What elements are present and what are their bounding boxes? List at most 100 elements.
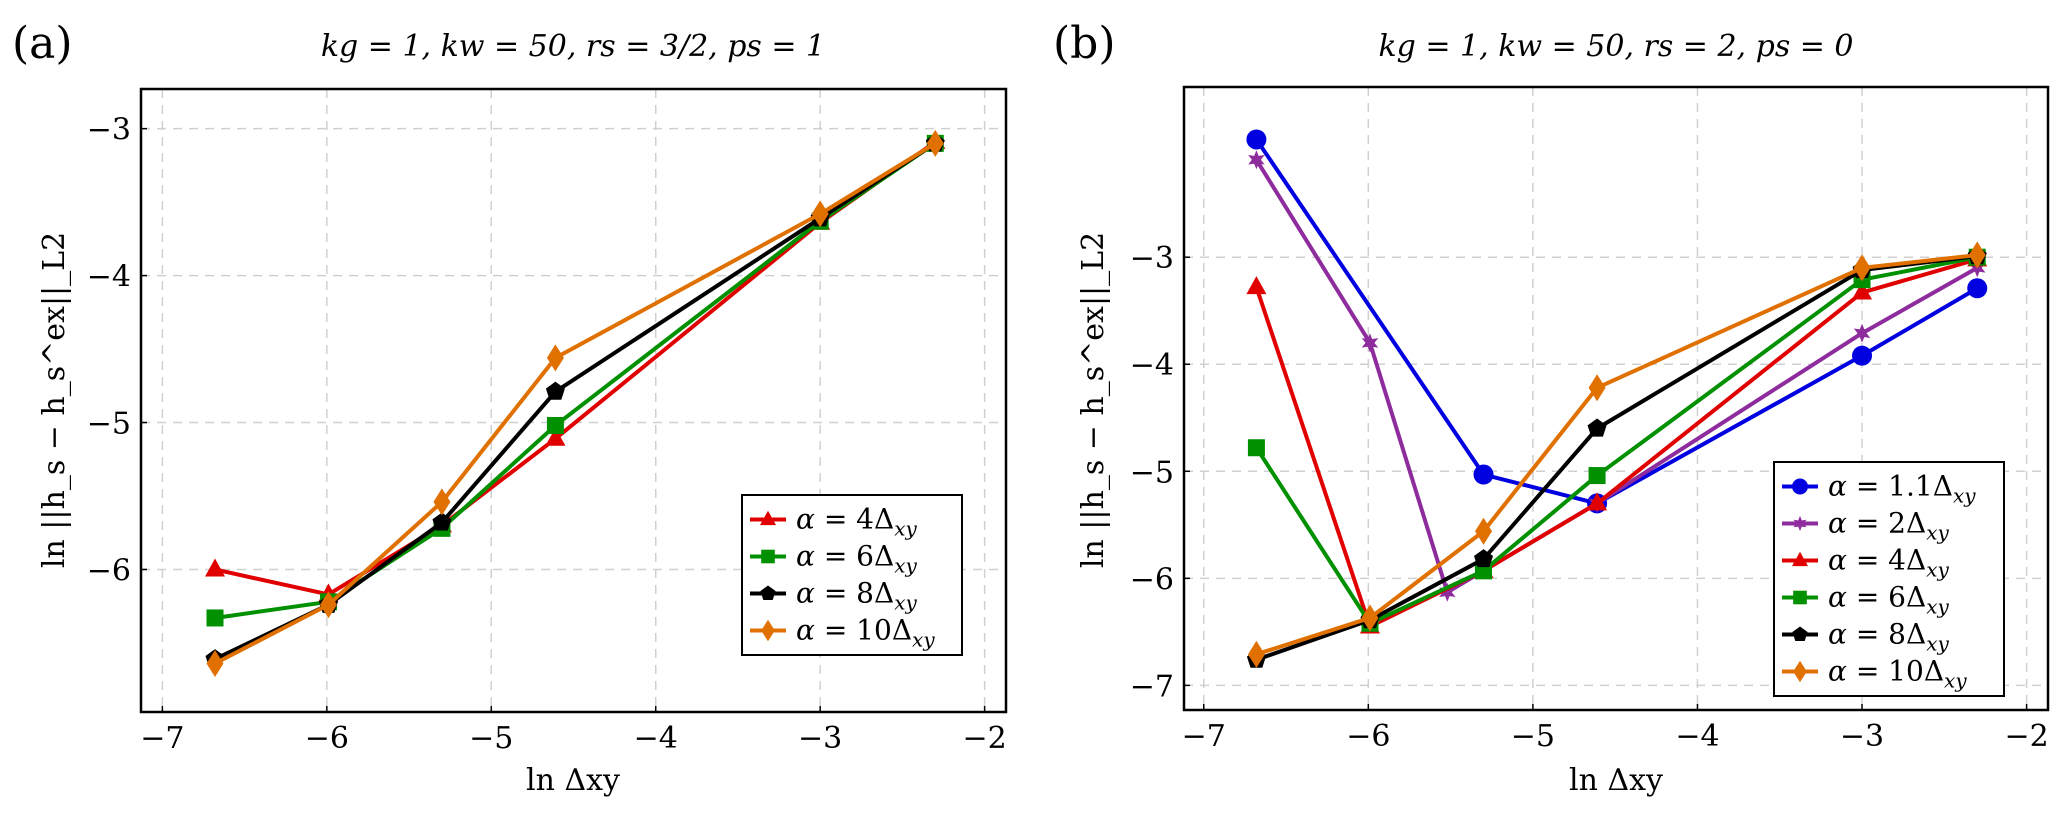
y-tick-label: −3 (1130, 241, 1174, 276)
legend-box (1773, 461, 2005, 697)
legend-label: α = 2Δxy (1828, 507, 1949, 545)
legend-label: α = 4Δxy (1828, 544, 1949, 582)
legend-label: α = 1.1Δxy (1828, 470, 1976, 508)
series-line (214, 141, 937, 620)
legend-label: α = 8Δxy (796, 577, 917, 615)
data-point (1475, 517, 1493, 545)
series-diamond-10 (206, 129, 944, 678)
series-triangle-4 (1246, 248, 1988, 634)
data-point (1967, 278, 1988, 299)
legend-box (741, 494, 963, 656)
x-tick-label: −3 (1840, 719, 1884, 754)
data-point (206, 650, 224, 678)
x-tick-label: −7 (1182, 719, 1226, 754)
data-point (1852, 345, 1873, 366)
panel-b-label: (b) (1053, 18, 1116, 69)
data-point (1247, 640, 1265, 668)
legend-label: α = 10Δxy (1828, 655, 1967, 693)
data-point (545, 427, 566, 446)
series-line (1254, 138, 1979, 506)
legend-triangle-icon (760, 510, 776, 526)
x-tick-label: −5 (1511, 719, 1555, 754)
x-tick-label: −6 (305, 721, 349, 756)
x-tick-label: −4 (1675, 719, 1719, 754)
data-point (1361, 333, 1379, 353)
data-point (432, 512, 452, 531)
legend-label: α = 6Δxy (796, 540, 917, 578)
data-point (206, 609, 224, 627)
data-point (1474, 549, 1494, 568)
data-point (1853, 323, 1871, 343)
x-tick-label: −6 (1346, 719, 1390, 754)
data-point (1246, 276, 1267, 295)
legend-entry: α = 2Δxy (1782, 507, 1949, 545)
series-line (214, 141, 937, 666)
legend-square-icon (1793, 590, 1807, 605)
data-point (926, 129, 944, 157)
legend-entry: α = 10Δxy (750, 614, 935, 652)
y-tick-label: −7 (1130, 669, 1174, 704)
panel-a: (a) kg = 1, kw = 50, rs = 3/2, ps = 1 −7… (12, 18, 1008, 798)
x-tick-label: −3 (798, 721, 842, 756)
panel-a-y-axis-label: ln ||h_s − h_s^ex||_L2 (37, 232, 72, 568)
panel-b-y-axis-label: ln ||h_s − h_s^ex||_L2 (1076, 232, 1111, 568)
legend-pentagon-icon (760, 585, 776, 600)
y-tick-label: −5 (87, 407, 131, 442)
series-diamond-10 (1247, 241, 1986, 668)
panel-a-x-axis-label: ln Δxy (526, 763, 620, 798)
data-point (1587, 492, 1608, 511)
x-tick-label: −5 (469, 721, 513, 756)
panel-b-x-axis-label: ln Δxy (1569, 763, 1663, 798)
legend-label: α = 4Δxy (796, 503, 917, 541)
legend-diamond-icon (1793, 660, 1807, 683)
y-tick-label: −3 (87, 113, 131, 148)
data-point (1588, 467, 1606, 485)
data-point (319, 591, 337, 619)
data-point (546, 344, 564, 372)
x-tick-label: −4 (634, 721, 678, 756)
x-tick-label: −2 (963, 721, 1007, 756)
y-tick-label: −4 (87, 260, 131, 295)
panel-b-title: kg = 1, kw = 50, rs = 2, ps = 0 (1378, 29, 1853, 64)
series-line (1255, 253, 1978, 657)
legend-pentagon-icon (1792, 626, 1808, 641)
legend-entry: α = 1.1Δxy (1782, 470, 1976, 508)
panel-a-grid (141, 89, 1006, 712)
legend-label: α = 10Δxy (796, 614, 935, 652)
data-point (1968, 241, 1986, 269)
data-point (811, 200, 829, 228)
panel-a-axes-frame (139, 87, 1008, 714)
legend-star-icon (1793, 515, 1807, 532)
data-point (1439, 582, 1456, 602)
legend-entry: α = 8Δxy (750, 577, 917, 615)
data-point (1247, 439, 1265, 457)
legend-triangle-icon (1792, 551, 1808, 567)
data-point (433, 488, 451, 516)
y-tick-label: −5 (1130, 455, 1174, 490)
y-tick-label: −4 (1130, 348, 1174, 383)
data-point (1248, 150, 1265, 170)
panel-a-title: kg = 1, kw = 50, rs = 3/2, ps = 1 (321, 29, 825, 64)
data-point (1473, 464, 1494, 485)
data-point (1852, 281, 1873, 300)
panel-b: (b) kg = 1, kw = 50, rs = 2, ps = 0 −7 −6… (1053, 18, 2050, 798)
data-point (1587, 418, 1607, 437)
data-point (546, 416, 564, 434)
data-point (205, 558, 226, 577)
data-point (545, 381, 565, 400)
legend-circle-icon (1792, 478, 1808, 495)
legend-entry: α = 4Δxy (750, 503, 917, 541)
legend-label: α = 6Δxy (1828, 581, 1949, 619)
legend-label: α = 8Δxy (1828, 618, 1949, 656)
panel-b-axes-frame (1182, 85, 2050, 712)
y-tick-label: −6 (1130, 562, 1174, 597)
y-tick-label: −6 (87, 553, 131, 588)
series-line (1254, 255, 1978, 626)
data-point (1246, 129, 1267, 150)
x-tick-label: −7 (140, 721, 184, 756)
x-tick-label: −2 (2004, 719, 2048, 754)
series-line (1254, 257, 1978, 629)
